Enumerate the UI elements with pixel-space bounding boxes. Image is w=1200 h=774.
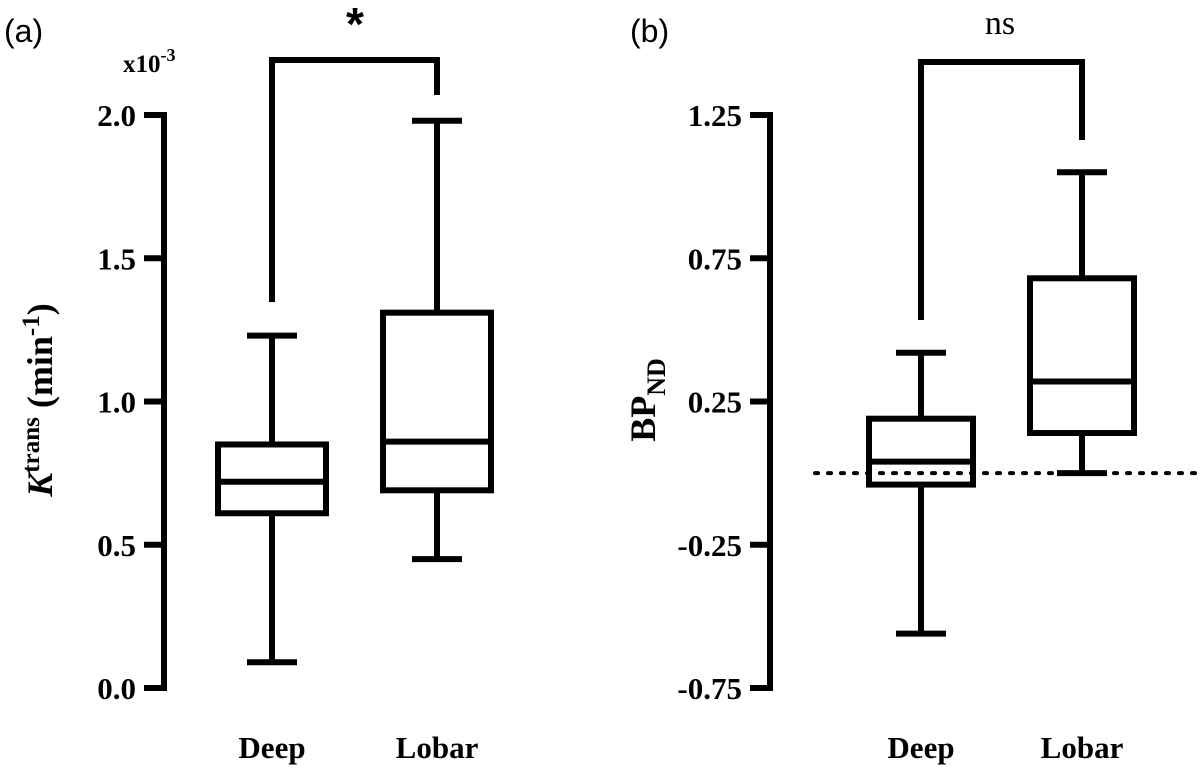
significance-label: *	[346, 0, 364, 50]
box-lobar	[1027, 169, 1137, 477]
box-deep	[215, 332, 329, 666]
panel-b-y-axis-title: BPND	[623, 358, 671, 442]
panel-b-label: (b)	[630, 13, 669, 49]
y-title-unit-close: )	[20, 303, 60, 315]
iqr-box	[1027, 275, 1137, 437]
scale-exponent: -3	[161, 45, 176, 65]
y-tick-label: 0.5	[97, 528, 136, 563]
y-title-main: BP	[623, 396, 663, 442]
y-tick-label: 1.25	[688, 98, 742, 133]
significance-label: ns	[985, 5, 1015, 42]
y-tick-label: 2.0	[97, 98, 136, 133]
significance-bracket	[918, 59, 1085, 320]
y-tick-label: 0.25	[688, 385, 742, 420]
y-tick-label: -0.25	[677, 528, 742, 563]
y-title-main: K	[20, 470, 60, 498]
iqr-box	[380, 309, 494, 494]
panel-a-plot: 0.0 0.5 1.0 1.5 2.0 Deep Lobar *	[97, 0, 494, 765]
panel-a-scale-label: x10-3	[123, 45, 176, 78]
significance-bracket	[269, 57, 440, 302]
y-tick-label: 1.0	[97, 385, 136, 420]
box-lobar	[380, 117, 494, 563]
y-title-sub: ND	[642, 358, 671, 396]
y-tick-label: -0.75	[677, 671, 742, 706]
panel-a-label: (a)	[4, 13, 43, 49]
y-tick-label: 0.75	[688, 241, 742, 276]
box-deep	[866, 349, 976, 637]
iqr-box	[866, 415, 976, 488]
y-title-sup: trans	[18, 417, 45, 473]
x-category-label: Lobar	[1041, 730, 1124, 765]
x-category-label: Deep	[238, 730, 305, 765]
y-title-unit-sup: -1	[18, 315, 45, 336]
panel-b-plot: -0.75 -0.25 0.25 0.75 1.25 Deep Lobar ns	[677, 5, 1200, 765]
y-tick-label: 0.0	[97, 671, 136, 706]
y-tick-label: 1.5	[97, 241, 136, 276]
x-category-label: Lobar	[396, 730, 479, 765]
y-title-unit: (min	[20, 336, 60, 417]
scale-base: x10	[123, 51, 161, 78]
panel-a-y-axis-title: Ktrans (min-1)	[18, 303, 60, 497]
x-category-label: Deep	[887, 730, 954, 765]
